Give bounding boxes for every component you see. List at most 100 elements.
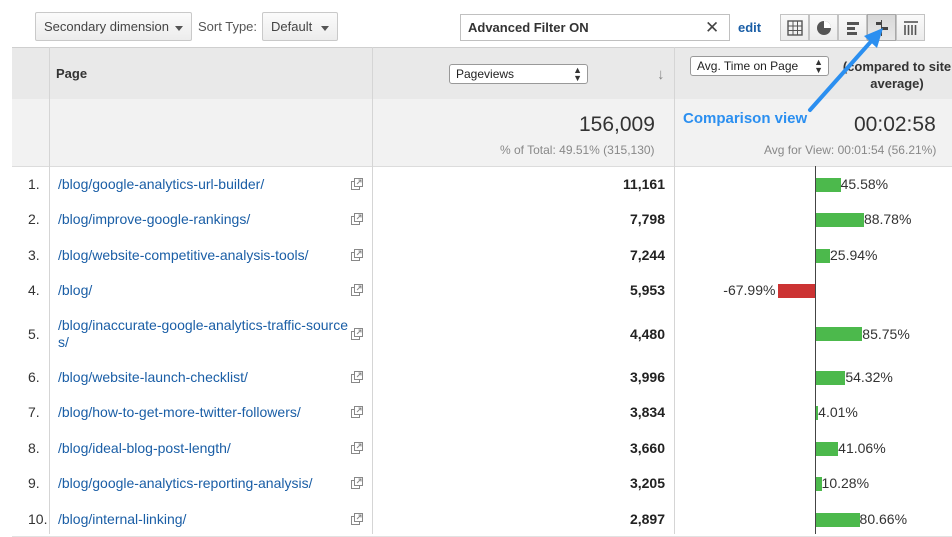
sort-type-label: Sort Type: bbox=[198, 19, 258, 34]
table-row: 8. /blog/ideal-blog-post-length/3,660 41.0… bbox=[12, 431, 952, 467]
sort-descending-icon[interactable]: ↓ bbox=[657, 66, 665, 83]
advanced-filter-input[interactable]: Advanced Filter ON bbox=[460, 14, 730, 41]
external-link-icon[interactable] bbox=[350, 248, 364, 262]
table-row: 10. /blog/internal-linking/2,897 80.66% bbox=[12, 502, 952, 537]
row-number: 2. bbox=[28, 211, 40, 227]
external-link-icon[interactable] bbox=[350, 212, 364, 226]
row-number: 6. bbox=[28, 369, 40, 385]
pageviews-percent-of-total: % of Total: 49.51% (315,130) bbox=[500, 143, 655, 157]
row-number: 8. bbox=[28, 440, 40, 456]
comparison-percent: 25.94% bbox=[830, 247, 878, 263]
pageviews-value: 4,480 bbox=[629, 326, 665, 342]
table-row: 1. /blog/google-analytics-url-builder/11,… bbox=[12, 167, 952, 203]
metric2-label: Avg. Time on Page bbox=[697, 59, 799, 73]
pageviews-value: 2,897 bbox=[629, 511, 665, 527]
positive-bar bbox=[816, 477, 822, 491]
pageviews-value: 3,205 bbox=[629, 475, 665, 491]
table-view-button[interactable] bbox=[780, 14, 809, 41]
updown-arrows-icon: ▲ ▼ bbox=[573, 65, 582, 83]
metric2-selector[interactable]: Avg. Time on Page ▲ ▼ bbox=[690, 56, 829, 76]
pageviews-value: 7,798 bbox=[629, 211, 665, 227]
pageviews-value: 5,953 bbox=[629, 282, 665, 298]
external-link-icon[interactable] bbox=[350, 283, 364, 297]
table-row: 9. /blog/google-analytics-reporting-analy… bbox=[12, 466, 952, 503]
page-link[interactable]: /blog/inaccurate-google-analytics-traffi… bbox=[58, 317, 348, 350]
table-row: 2. /blog/improve-google-rankings/7,798 88.… bbox=[12, 202, 952, 239]
avg-time-value: 00:02:58 bbox=[854, 113, 936, 136]
summary-row: 156,009 % of Total: 49.51% (315,130) 00:… bbox=[12, 99, 952, 167]
chevron-down-icon bbox=[321, 26, 329, 31]
table-row: 4. /blog/5,953 -67.99% bbox=[12, 273, 952, 310]
comparison-percent: 10.28% bbox=[821, 475, 870, 491]
comparison-percent: 45.58% bbox=[840, 176, 889, 192]
external-link-icon[interactable] bbox=[350, 441, 364, 455]
column-divider bbox=[674, 47, 675, 534]
report-toolbar: Secondary dimension Sort Type: Default A… bbox=[0, 6, 952, 48]
external-link-icon[interactable] bbox=[350, 512, 364, 526]
row-number: 4. bbox=[28, 282, 40, 298]
page-link[interactable]: /blog/ideal-blog-post-length/ bbox=[58, 440, 231, 456]
positive-bar bbox=[816, 249, 830, 263]
page-link[interactable]: /blog/how-to-get-more-twitter-followers/ bbox=[58, 404, 301, 420]
row-number: 7. bbox=[28, 404, 40, 420]
external-link-icon[interactable] bbox=[350, 405, 364, 419]
pivot-view-icon bbox=[904, 21, 918, 35]
positive-bar bbox=[816, 371, 846, 385]
comparison-percent: 4.01% bbox=[818, 404, 858, 420]
comparison-percent: 80.66% bbox=[859, 511, 908, 527]
page-link[interactable]: /blog/website-launch-checklist/ bbox=[58, 369, 248, 385]
external-link-icon[interactable] bbox=[350, 327, 364, 341]
page-link[interactable]: /blog/improve-google-rankings/ bbox=[58, 211, 251, 227]
secondary-dimension-label: Secondary dimension bbox=[44, 19, 170, 34]
table-row: 5. /blog/inaccurate-google-analytics-traf… bbox=[12, 309, 952, 361]
sort-type-dropdown[interactable]: Default bbox=[262, 12, 338, 41]
column-divider bbox=[49, 47, 50, 534]
external-link-icon[interactable] bbox=[350, 370, 364, 384]
negative-bar bbox=[778, 284, 815, 298]
page-link[interactable]: /blog/google-analytics-url-builder/ bbox=[58, 176, 265, 192]
avg-for-view: Avg for View: 00:01:54 (56.21%) bbox=[764, 143, 937, 157]
positive-bar bbox=[816, 213, 864, 227]
pie-view-button[interactable] bbox=[809, 14, 838, 41]
row-number: 1. bbox=[28, 176, 40, 192]
table-header: Page Pageviews ▲ ▼ ↓ Avg. Time on Page ▲ ▼… bbox=[12, 47, 952, 100]
external-link-icon[interactable] bbox=[350, 177, 364, 191]
positive-bar bbox=[816, 327, 863, 341]
pageviews-value: 7,244 bbox=[629, 247, 665, 263]
performance-view-icon bbox=[847, 22, 859, 35]
advanced-filter-value: Advanced Filter ON bbox=[468, 20, 589, 35]
comparison-zero-axis bbox=[815, 166, 816, 534]
comparison-percent: 85.75% bbox=[862, 326, 910, 342]
row-number: 10. bbox=[28, 511, 48, 527]
column-divider bbox=[372, 47, 373, 534]
page-column-header[interactable]: Page bbox=[56, 66, 88, 81]
pageviews-value: 3,834 bbox=[629, 404, 665, 420]
sort-type-value: Default bbox=[271, 19, 313, 34]
pageviews-value: 3,660 bbox=[629, 440, 665, 456]
external-link-icon[interactable] bbox=[350, 476, 364, 490]
positive-bar bbox=[816, 178, 841, 192]
close-icon[interactable]: ✕ bbox=[705, 18, 720, 37]
table-row: 7. /blog/how-to-get-more-twitter-follower… bbox=[12, 395, 952, 432]
page-link[interactable]: /blog/website-competitive-analysis-tools… bbox=[58, 247, 309, 263]
table-row: 6. /blog/website-launch-checklist/3,996 54… bbox=[12, 360, 952, 396]
comparison-percent: 41.06% bbox=[838, 440, 886, 456]
updown-arrows-icon: ▲ ▼ bbox=[814, 57, 823, 75]
performance-view-button[interactable] bbox=[838, 14, 867, 41]
pageviews-value: 11,161 bbox=[622, 176, 665, 192]
pivot-view-button[interactable] bbox=[896, 14, 925, 41]
chevron-down-icon bbox=[175, 26, 183, 31]
positive-bar bbox=[816, 406, 819, 420]
page-link[interactable]: /blog/google-analytics-reporting-analysi… bbox=[58, 475, 313, 491]
comparison-view-annotation: Comparison view bbox=[683, 110, 808, 127]
table-row: 3. /blog/website-competitive-analysis-too… bbox=[12, 238, 952, 274]
row-number: 5. bbox=[28, 326, 40, 342]
positive-bar bbox=[816, 442, 839, 456]
positive-bar bbox=[816, 513, 860, 527]
row-number: 9. bbox=[28, 475, 40, 491]
page-link[interactable]: /blog/internal-linking/ bbox=[58, 511, 187, 527]
page-link[interactable]: /blog/ bbox=[58, 282, 93, 298]
secondary-dimension-dropdown[interactable]: Secondary dimension bbox=[35, 12, 192, 41]
edit-filter-link[interactable]: edit bbox=[738, 20, 762, 35]
metric1-selector[interactable]: Pageviews ▲ ▼ bbox=[449, 64, 588, 84]
